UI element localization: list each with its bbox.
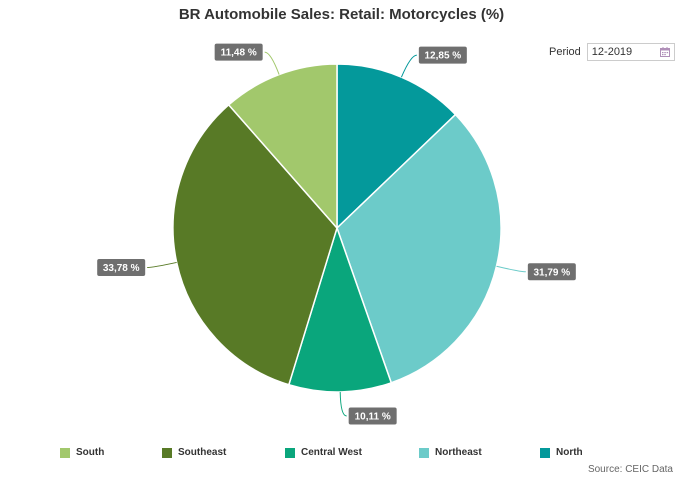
- data-label-south: 11,48 %: [214, 43, 263, 61]
- data-label-box: [418, 46, 467, 64]
- legend-swatch: [60, 447, 70, 458]
- data-label-central-west: 10,11 %: [348, 407, 397, 425]
- data-labels: 12,85 % 31,79 % 10,11 % 33,78 % 11,48 %: [97, 43, 576, 425]
- calendar-icon[interactable]: [659, 47, 670, 57]
- legend-swatch: [419, 447, 429, 458]
- data-label-text: 12,85 %: [424, 51, 461, 62]
- legend-item-central-west[interactable]: Central West: [285, 447, 362, 458]
- legend-swatch: [540, 447, 550, 458]
- legend-label: North: [556, 447, 583, 458]
- source-note: Source: CEIC Data: [587, 464, 673, 475]
- data-label-box: [97, 258, 146, 276]
- legend-item-north[interactable]: North: [540, 447, 583, 458]
- data-label-text: 10,11 %: [355, 411, 391, 422]
- chart-title: BR Automobile Sales: Retail: Motorcycles…: [178, 6, 505, 23]
- legend: South Southeast Central West Northeast North: [0, 447, 683, 463]
- legend-item-southeast[interactable]: Southeast: [162, 447, 226, 458]
- data-label-text: 33,78 %: [103, 263, 140, 274]
- pie-slice-north[interactable]: [336, 63, 457, 230]
- data-label-box: [527, 263, 576, 281]
- legend-item-south[interactable]: South: [60, 447, 104, 458]
- period-value: 12-2019: [591, 46, 633, 58]
- data-label-northeast: 31,79 %: [527, 263, 576, 281]
- data-label-southeast: 33,78 %: [97, 258, 146, 276]
- legend-label: Southeast: [178, 447, 227, 458]
- pie-slice-northeast[interactable]: [336, 113, 502, 384]
- data-label-north: 12,85 %: [418, 46, 467, 64]
- pie-slice-southeast[interactable]: [172, 103, 338, 386]
- period-selector: Period 12-2019: [549, 42, 675, 62]
- legend-label: South: [76, 447, 105, 458]
- period-input[interactable]: 12-2019: [586, 43, 675, 61]
- data-label-text: 11,48 %: [221, 48, 257, 59]
- legend-swatch: [162, 447, 172, 458]
- legend-label: Central West: [301, 447, 362, 458]
- period-label: Period: [549, 46, 581, 58]
- data-label-text: 31,79 %: [533, 267, 570, 278]
- legend-label: Northeast: [435, 447, 482, 458]
- label-connector-south: [264, 51, 280, 75]
- data-label-box: [214, 43, 263, 61]
- legend-item-northeast[interactable]: Northeast: [419, 447, 482, 458]
- data-label-box: [348, 407, 397, 425]
- pie-slices: [172, 63, 502, 393]
- label-connector-central-west: [339, 391, 347, 417]
- label-connector-southeast: [147, 261, 177, 268]
- label-connector-north: [400, 54, 417, 78]
- label-connector-northeast: [496, 265, 526, 273]
- legend-swatch: [285, 447, 295, 458]
